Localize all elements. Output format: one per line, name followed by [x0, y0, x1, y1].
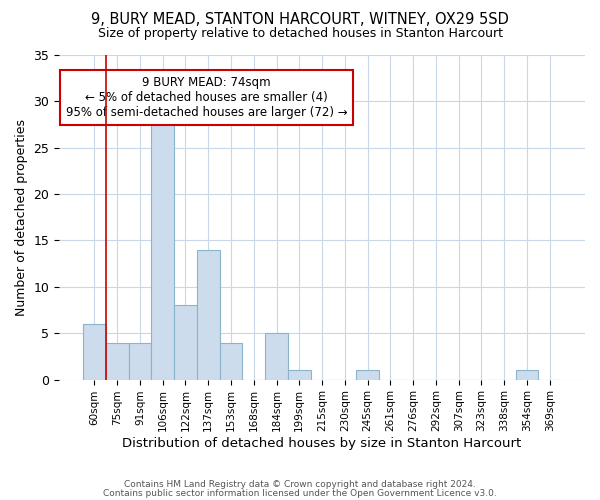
Bar: [265, 333, 288, 380]
Bar: [106, 342, 128, 380]
Y-axis label: Number of detached properties: Number of detached properties: [15, 119, 28, 316]
Bar: [197, 250, 220, 380]
Bar: [220, 342, 242, 380]
Bar: [288, 370, 311, 380]
Bar: [174, 306, 197, 380]
Text: Size of property relative to detached houses in Stanton Harcourt: Size of property relative to detached ho…: [97, 28, 503, 40]
Text: 9 BURY MEAD: 74sqm
← 5% of detached houses are smaller (4)
95% of semi-detached : 9 BURY MEAD: 74sqm ← 5% of detached hous…: [65, 76, 347, 119]
Text: Contains public sector information licensed under the Open Government Licence v3: Contains public sector information licen…: [103, 488, 497, 498]
Bar: [151, 110, 174, 380]
Text: Contains HM Land Registry data © Crown copyright and database right 2024.: Contains HM Land Registry data © Crown c…: [124, 480, 476, 489]
Bar: [128, 342, 151, 380]
Bar: [515, 370, 538, 380]
Text: 9, BURY MEAD, STANTON HARCOURT, WITNEY, OX29 5SD: 9, BURY MEAD, STANTON HARCOURT, WITNEY, …: [91, 12, 509, 28]
Bar: [356, 370, 379, 380]
X-axis label: Distribution of detached houses by size in Stanton Harcourt: Distribution of detached houses by size …: [122, 437, 522, 450]
Bar: [83, 324, 106, 380]
